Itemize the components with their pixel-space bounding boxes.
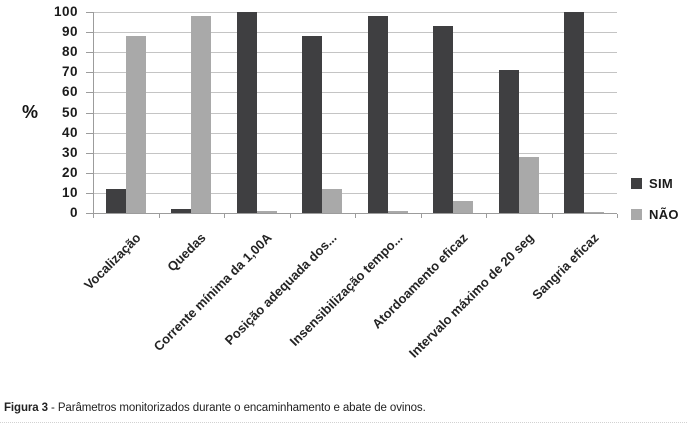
gridline	[93, 192, 617, 194]
caption-text: - Parâmetros monitorizados durante o enc…	[47, 402, 426, 414]
x-axis-tick	[421, 214, 422, 218]
bar-sim	[171, 209, 191, 213]
y-axis-tick	[86, 32, 94, 34]
legend-label: NÃO	[649, 207, 679, 222]
y-axis-tick	[86, 192, 94, 194]
gridline	[93, 152, 617, 154]
bar-nao	[322, 189, 342, 213]
bar-sim	[433, 26, 453, 213]
bar-sim	[237, 12, 257, 213]
y-tick-label: 100	[53, 4, 78, 19]
y-tick-label: 30	[61, 144, 78, 160]
y-tick-label: 40	[61, 124, 78, 140]
y-axis-title: %	[22, 102, 39, 122]
x-axis-tick	[159, 214, 160, 218]
x-axis-line	[93, 213, 617, 214]
bar-nao	[126, 36, 146, 213]
y-tick-label: 80	[61, 44, 78, 60]
gridline	[93, 112, 617, 114]
gridline	[93, 132, 617, 134]
bar-sim	[302, 36, 322, 213]
x-axis-tick	[93, 214, 94, 218]
legend-item: SIM	[631, 176, 679, 191]
gridline	[93, 72, 617, 74]
caption-label: Figura 3	[4, 402, 48, 414]
legend: SIM NÃO	[631, 176, 679, 238]
figure-caption: Figura 3 - Parâmetros monitorizados dura…	[4, 402, 426, 414]
bottom-divider	[0, 422, 687, 423]
bar-nao	[191, 16, 211, 213]
y-axis-tick	[86, 52, 94, 54]
y-axis-tick	[86, 12, 94, 13]
y-axis-tick	[86, 132, 94, 134]
x-axis-tick	[224, 214, 225, 218]
x-axis-tick	[486, 214, 487, 218]
x-axis-tick	[355, 214, 356, 218]
gridline	[93, 32, 617, 34]
bar-nao	[257, 211, 277, 213]
bar-sim	[106, 189, 126, 213]
gridline	[93, 172, 617, 174]
y-axis-tick	[86, 213, 94, 214]
bar-sim	[499, 70, 519, 213]
y-axis-tick	[86, 72, 94, 74]
x-axis-tick	[552, 214, 553, 218]
y-axis-tick	[86, 172, 94, 174]
bar-sim	[564, 12, 584, 213]
gridline	[93, 52, 617, 54]
y-tick-label: 90	[61, 24, 78, 40]
legend-swatch-no	[631, 209, 642, 220]
y-tick-label: 10	[61, 184, 78, 200]
legend-label: SIM	[649, 176, 674, 191]
gridline	[93, 92, 617, 94]
legend-item: NÃO	[631, 207, 679, 222]
y-axis-tick	[86, 112, 94, 114]
plot-area	[93, 12, 618, 218]
bar-nao	[388, 211, 408, 213]
y-axis-tick	[86, 92, 94, 94]
y-tick-label: 60	[61, 84, 78, 100]
gridline	[93, 12, 617, 13]
y-tick-label: 0	[69, 205, 78, 220]
x-axis-tick	[290, 214, 291, 218]
x-axis-tick	[617, 214, 618, 218]
legend-swatch-sim	[631, 178, 642, 189]
y-tick-label: 70	[61, 64, 78, 80]
bar-sim	[368, 16, 388, 213]
y-tick-label: 20	[61, 164, 78, 180]
bar-nao	[584, 212, 604, 213]
y-tick-label: 50	[61, 104, 78, 120]
bar-nao	[519, 157, 539, 213]
y-axis-tick	[86, 152, 94, 154]
bar-nao	[453, 201, 473, 213]
